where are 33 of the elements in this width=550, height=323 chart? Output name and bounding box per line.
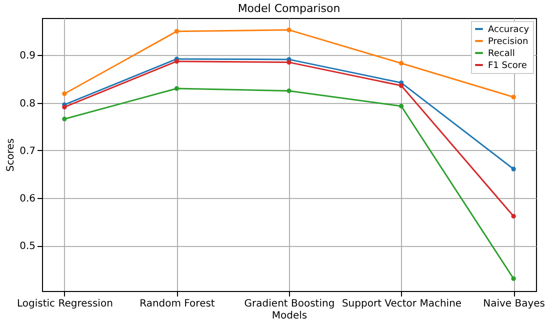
- point: [511, 94, 516, 100]
- chart-title: Model Comparison: [238, 2, 340, 15]
- legend-label: F1 Score: [488, 61, 528, 71]
- point: [286, 28, 292, 32]
- point: [398, 104, 404, 108]
- point: [398, 60, 404, 66]
- point: [398, 83, 404, 88]
- y-tick-label: 0.9: [20, 50, 36, 62]
- legend-label: Accuracy: [488, 25, 530, 35]
- point: [174, 59, 180, 64]
- point: [62, 104, 67, 110]
- point: [511, 166, 516, 172]
- point: [286, 60, 292, 65]
- y-axis-title: Scores: [6, 138, 17, 172]
- legend-label: Precision: [488, 37, 528, 47]
- x-tick-label: Naive Bayes: [483, 298, 545, 310]
- point: [174, 29, 180, 34]
- point: [511, 214, 516, 219]
- x-tick-label: Gradient Boosting: [244, 298, 335, 310]
- point: [511, 276, 516, 281]
- y-tick-label: 0.5: [20, 241, 36, 252]
- point: [62, 116, 67, 122]
- y-tick-label: 0.8: [20, 98, 36, 110]
- x-tick-label: Support Vector Machine: [342, 298, 462, 310]
- point: [286, 88, 292, 94]
- point: [62, 91, 67, 96]
- point: [174, 86, 180, 91]
- x-axis-title: Models: [272, 310, 308, 322]
- legend-label: Recall: [488, 49, 515, 59]
- y-tick-label: 0.6: [20, 194, 36, 205]
- x-tick-label: Logistic Regression: [16, 298, 113, 310]
- x-tick-label: Random Forest: [140, 298, 215, 310]
- y-tick-label: 0.7: [20, 146, 36, 157]
